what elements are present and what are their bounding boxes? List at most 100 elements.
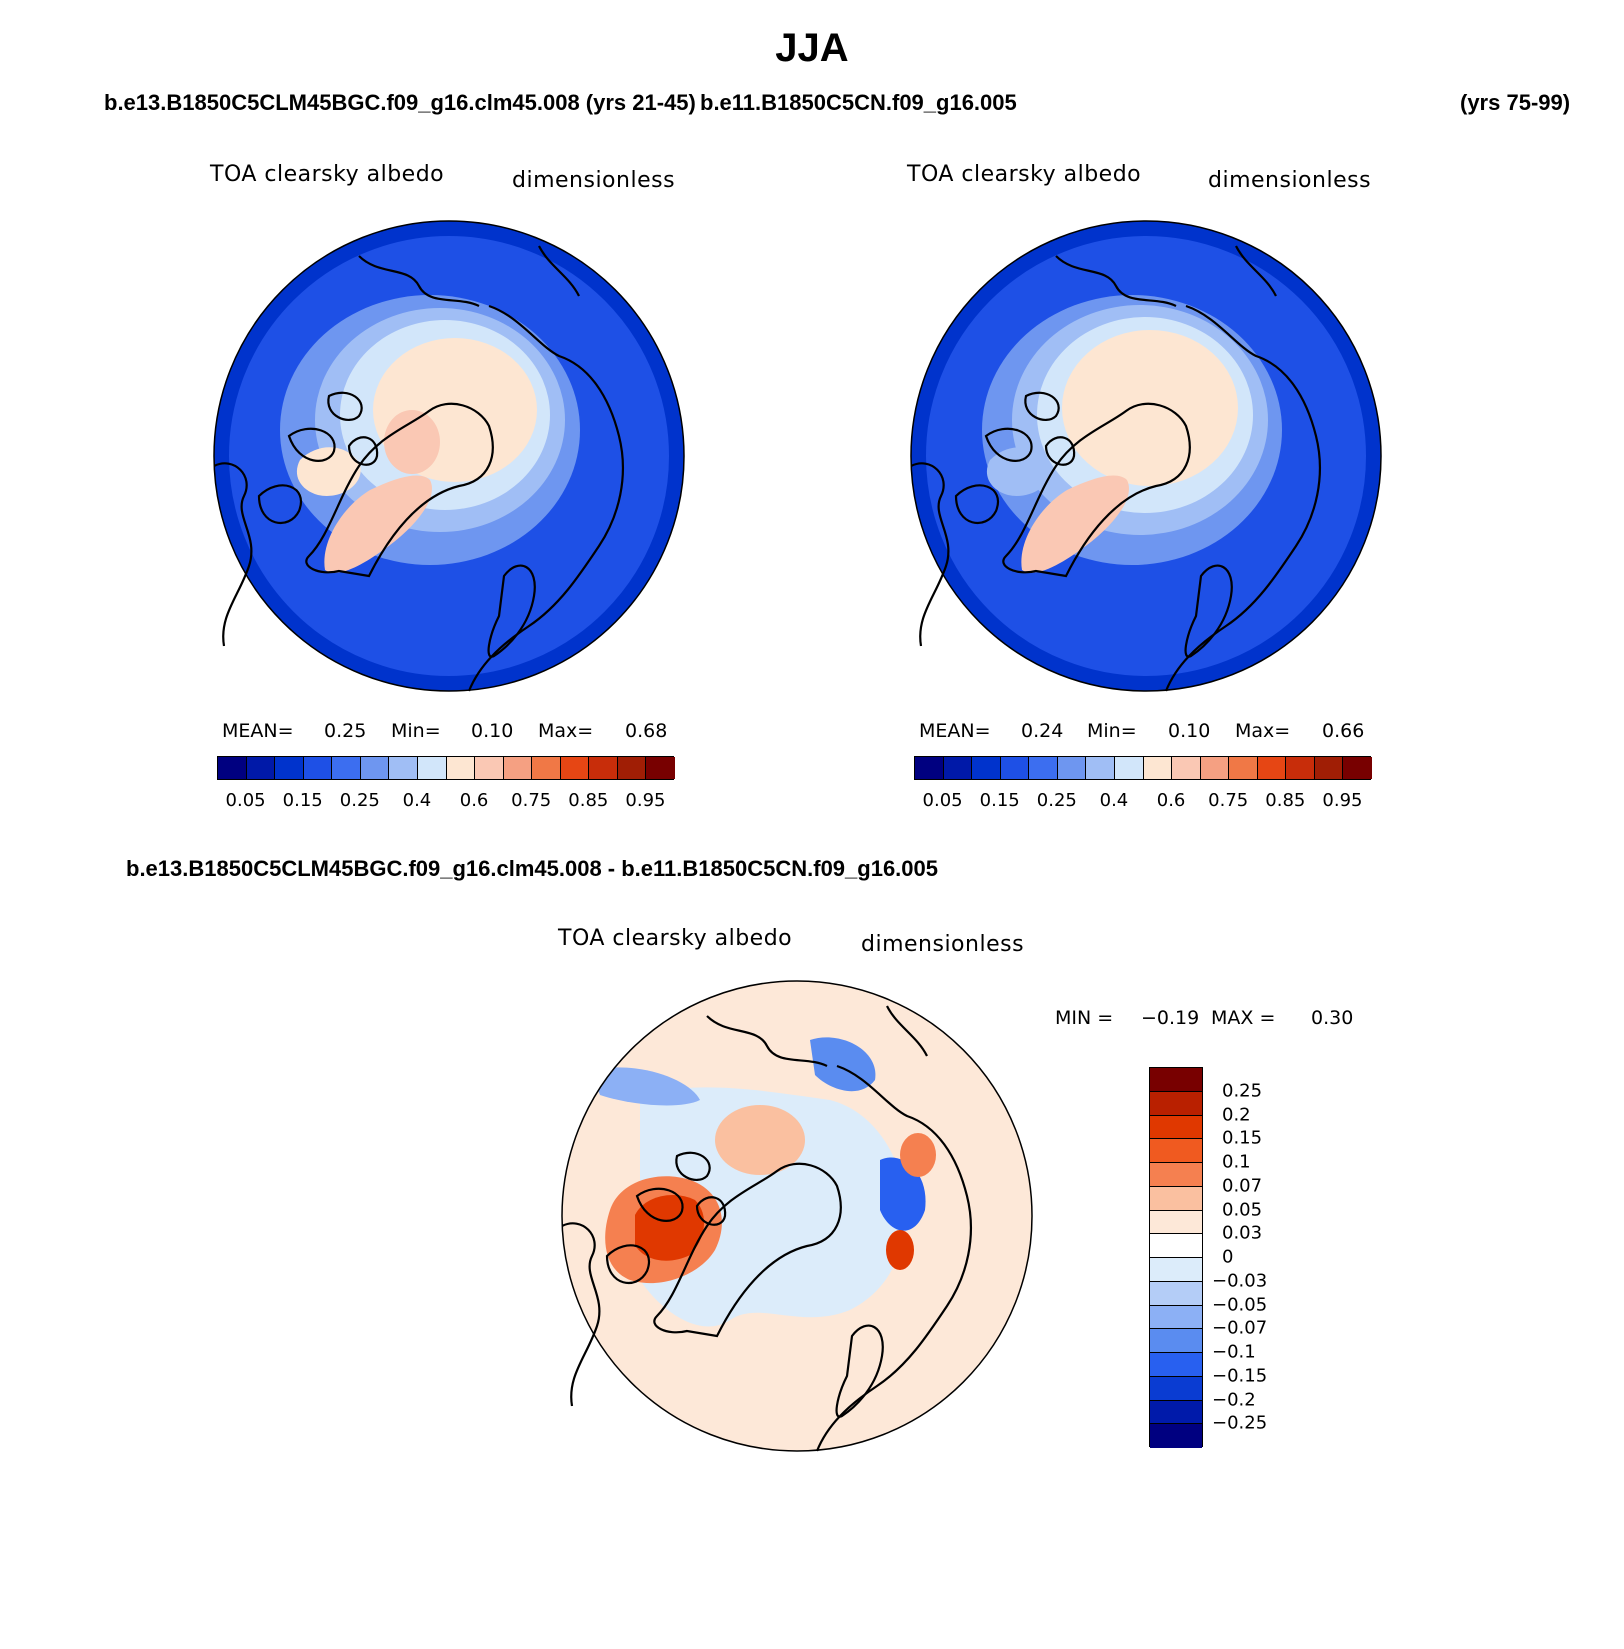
- panel1-colorbar-swatch: [617, 757, 647, 779]
- panel3-colorbar-tick-label: 0.15: [1222, 1127, 1263, 1149]
- panel3-colorbar-tick-label: 0.1: [1222, 1151, 1251, 1173]
- panel1-colorbar-tick-label: 0.6: [459, 790, 489, 811]
- panel1-colorbar-swatch: [303, 757, 333, 779]
- panel3-colorbar-swatch: [1150, 1353, 1202, 1377]
- panel1-colorbar-tick-label: 0.95: [625, 790, 666, 811]
- panel3-colorbar-swatch: [1150, 1376, 1202, 1401]
- panel2-colorbar-swatch: [1257, 757, 1287, 779]
- panel1-colorbar-swatch: [532, 757, 561, 779]
- panel3-colorbar-swatch: [1150, 1068, 1202, 1092]
- panel3-colorbar: [1149, 1067, 1203, 1448]
- panel1-colorbar-tick-label: 0.15: [282, 790, 323, 811]
- panel3-colorbar-swatch: [1150, 1258, 1202, 1282]
- panel3-colorbar-tick-label: 0: [1222, 1246, 1234, 1268]
- panel2-colorbar-swatch: [1029, 757, 1058, 779]
- panel3-case-title: b.e13.B1850C5CLM45BGC.f09_g16.clm45.008 …: [126, 856, 939, 881]
- panel1-case-title: b.e13.B1850C5CLM45BGC.f09_g16.clm45.008 …: [104, 90, 696, 115]
- panel2-colorbar-labels: 0.05 0.15 0.25 0.4 0.6 0.75 0.85 0.95: [914, 790, 1371, 814]
- panel3-max-value: 0.30: [1311, 1007, 1354, 1029]
- panel2-units-label: dimensionless: [1208, 168, 1372, 193]
- panel1-colorbar-swatch: [218, 757, 247, 779]
- panel2-colorbar-tick-label: 0.15: [979, 790, 1020, 811]
- panel2-colorbar-swatch: [1286, 757, 1315, 779]
- panel1-colorbar-swatch: [475, 757, 504, 779]
- panel1-colorbar-swatch: [589, 757, 618, 779]
- panel3-colorbar-swatch: [1150, 1210, 1202, 1235]
- panel3-colorbar-swatch: [1150, 1329, 1202, 1353]
- panel2-years: (yrs 75-99): [1460, 90, 1571, 115]
- panel3-colorbar-tick-label: −0.1: [1212, 1341, 1256, 1363]
- panel1-colorbar-swatch: [360, 757, 390, 779]
- panel3-colorbar-tick-label: 0.05: [1222, 1199, 1263, 1220]
- panel3-colorbar-tick-label: −0.03: [1212, 1270, 1268, 1292]
- panel2-colorbar-swatch: [1143, 757, 1173, 779]
- panel1-colorbar-swatch: [446, 757, 476, 779]
- panel2-mean-value: 0.24: [1021, 720, 1064, 742]
- panel1-colorbar-swatch: [503, 757, 533, 779]
- panel2-colorbar-swatch: [972, 757, 1001, 779]
- panel3-colorbar-swatch: [1150, 1139, 1202, 1163]
- panel2-case-title: b.e11.B1850C5CN.f09_g16.005: [700, 90, 1017, 115]
- panel1-max-label: Max=: [538, 720, 594, 742]
- panel3-colorbar-swatch: [1150, 1424, 1202, 1448]
- panel2-colorbar-swatch: [1086, 757, 1115, 779]
- panel3-units-label: dimensionless: [861, 932, 1025, 957]
- panel2-colorbar-swatch: [1000, 757, 1030, 779]
- panel3-colorbar-tick-label: −0.07: [1212, 1317, 1268, 1339]
- panel2-colorbar-swatch: [1314, 757, 1344, 779]
- panel1-colorbar-swatch: [646, 757, 675, 779]
- panel2-colorbar-tick-label: 0.75: [1208, 790, 1249, 811]
- panel2-max-value: 0.66: [1322, 720, 1365, 742]
- panel1-colorbar-tick-label: 0.75: [511, 790, 552, 811]
- panel2-min-label: Min=: [1087, 720, 1137, 742]
- panel3-colorbar-tick-label: −0.25: [1212, 1412, 1268, 1434]
- page-title: JJA: [775, 26, 849, 70]
- panel2-colorbar-swatch: [1229, 757, 1258, 779]
- panel1-colorbar-swatch: [417, 757, 447, 779]
- panel2-colorbar-swatch: [1172, 757, 1201, 779]
- panel2-colorbar: [914, 756, 1372, 780]
- panel1-colorbar-swatch: [275, 757, 304, 779]
- panel2-colorbar-tick-label: 0.25: [1036, 790, 1077, 811]
- panel1-colorbar-swatch: [246, 757, 276, 779]
- panel3-colorbar-tick-label: 0.25: [1222, 1080, 1263, 1102]
- panel1-colorbar-swatch: [389, 757, 418, 779]
- panel1-min-label: Min=: [391, 720, 441, 742]
- panel2-colorbar-tick-label: 0.95: [1322, 790, 1363, 811]
- panel3-min-value: −0.19: [1141, 1007, 1200, 1029]
- panel3-colorbar-tick-label: −0.15: [1212, 1365, 1268, 1387]
- panel3-colorbar-swatch: [1150, 1234, 1202, 1258]
- panel3-colorbar-swatch: [1150, 1400, 1202, 1425]
- panel1-colorbar-tick-label: 0.05: [225, 790, 266, 811]
- panel1-colorbar-tick-label: 0.85: [568, 790, 609, 811]
- panel1-variable-label: TOA clearsky albedo: [210, 162, 445, 187]
- panel2-colorbar-swatch: [915, 757, 944, 779]
- panel3-colorbar-tick-label: −0.05: [1212, 1294, 1268, 1315]
- panel2-colorbar-swatch: [1057, 757, 1087, 779]
- panel2-mean-label: MEAN=: [919, 720, 991, 742]
- panel3-colorbar-labels: 0.25 0.2 0.15 0.1 0.07 0.05 0.03 0 −0.03 −0.05 −0.…: [1212, 1067, 1312, 1447]
- panel2-max-label: Max=: [1235, 720, 1291, 742]
- panel3-colorbar-tick-label: −0.2: [1212, 1389, 1256, 1410]
- panel3-colorbar-swatch: [1150, 1186, 1202, 1211]
- panel3-max-label: MAX =: [1211, 1007, 1276, 1029]
- panel1-colorbar-swatch: [560, 757, 590, 779]
- panel1-min-value: 0.10: [471, 720, 514, 742]
- panel1-units-label: dimensionless: [512, 168, 676, 193]
- panel3-min-label: MIN =: [1055, 1007, 1114, 1029]
- panel1-colorbar: [217, 756, 675, 780]
- panel1-mean-label: MEAN=: [222, 720, 294, 742]
- panel1-colorbar-swatch: [332, 757, 361, 779]
- panel2-colorbar-tick-label: 0.6: [1156, 790, 1186, 811]
- panel3-variable-label: TOA clearsky albedo: [558, 926, 793, 951]
- panel2-colorbar-tick-label: 0.85: [1265, 790, 1306, 811]
- panel3-colorbar-tick-label: 0.03: [1222, 1222, 1263, 1244]
- panel3-colorbar-swatch: [1150, 1091, 1202, 1116]
- panel3-colorbar-tick-label: 0.07: [1222, 1175, 1263, 1197]
- panel3-colorbar-swatch: [1150, 1115, 1202, 1140]
- panel2-min-value: 0.10: [1168, 720, 1211, 742]
- panel1-colorbar-tick-label: 0.4: [402, 790, 432, 811]
